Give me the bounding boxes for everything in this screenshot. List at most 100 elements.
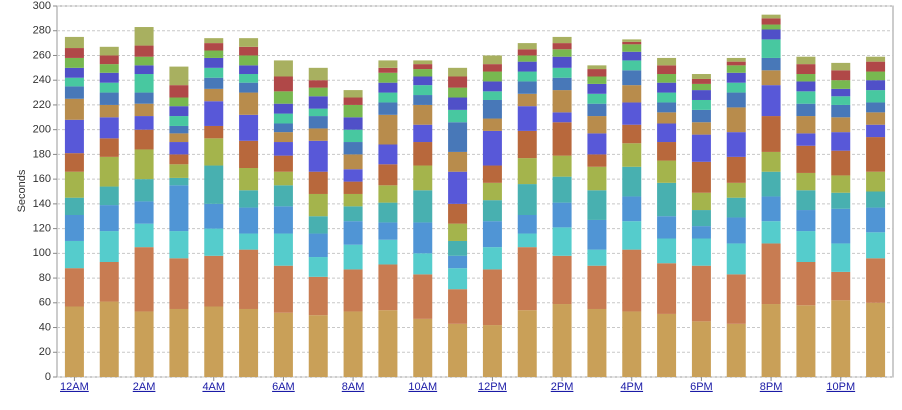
bar-segment: [169, 97, 189, 107]
bar-segment: [796, 190, 816, 211]
y-tick-label: 160: [33, 173, 51, 185]
bar-segment: [587, 249, 607, 266]
bar-segment: [726, 72, 746, 83]
x-tick-label[interactable]: 6PM: [690, 381, 713, 393]
bar-segment: [691, 192, 711, 211]
bar-segment: [622, 143, 642, 167]
bar-segment: [273, 76, 293, 92]
bar-segment: [796, 81, 816, 92]
bar-segment: [866, 71, 886, 81]
bar-segment: [273, 132, 293, 143]
bar-segment: [587, 133, 607, 155]
bar-segment: [552, 304, 572, 377]
plot-frame: [56, 5, 894, 378]
bar-segment: [726, 274, 746, 324]
x-tick-label[interactable]: 12PM: [478, 381, 507, 393]
bar-segment: [622, 41, 642, 45]
bar-segment: [134, 92, 154, 104]
bar-segment: [239, 74, 259, 83]
bar-segment: [657, 65, 677, 75]
bar-segment: [587, 65, 607, 70]
bar-segment: [552, 122, 572, 156]
bar-segment: [726, 197, 746, 218]
bar-segment: [622, 249, 642, 312]
bar-segment: [134, 201, 154, 224]
bar-segment: [726, 65, 746, 73]
bar-segment: [482, 221, 502, 248]
bar-segment: [273, 113, 293, 124]
bar-segment: [448, 97, 468, 110]
bar-segment: [866, 102, 886, 113]
bar-segment: [866, 112, 886, 125]
bar-segment: [448, 171, 468, 204]
bar-segment: [134, 103, 154, 117]
bar-segment: [796, 74, 816, 82]
bar-segment: [622, 85, 642, 103]
bar-segment: [308, 96, 328, 109]
x-tick-label[interactable]: 10PM: [826, 381, 855, 393]
bar-segment: [517, 71, 537, 82]
bar-segment: [169, 185, 189, 232]
bar-segment: [204, 203, 224, 229]
bar-segment: [204, 165, 224, 204]
bar-segment: [99, 205, 119, 232]
bar-segment: [64, 240, 84, 269]
x-tick-label[interactable]: 2AM: [133, 381, 156, 393]
bar-segment: [99, 138, 119, 157]
bar-segment: [482, 200, 502, 222]
bar-segment: [378, 114, 398, 145]
bar-segment: [64, 214, 84, 241]
bar-segment: [204, 255, 224, 307]
bar-segment: [99, 186, 119, 206]
bar-segment: [448, 151, 468, 172]
bar-segment: [796, 116, 816, 134]
bar-segment: [517, 81, 537, 94]
bar-segment: [308, 276, 328, 316]
bar-segment: [657, 142, 677, 161]
x-tick-label[interactable]: 12AM: [60, 381, 89, 393]
bar-segment: [134, 45, 154, 57]
bar-segment: [726, 61, 746, 66]
x-tick-label[interactable]: 6AM: [272, 381, 295, 393]
bar-segment: [239, 114, 259, 141]
bar-segment: [831, 104, 851, 118]
bar-segment: [517, 55, 537, 62]
x-tick-label[interactable]: 2PM: [551, 381, 574, 393]
bar-segment: [866, 124, 886, 138]
y-tick-label: 20: [39, 346, 51, 358]
bar-segment: [448, 268, 468, 290]
bar-segment: [796, 64, 816, 75]
bar-segment: [308, 171, 328, 194]
bar-segment: [831, 175, 851, 193]
bar-segment: [622, 44, 642, 52]
x-tick-label[interactable]: 8PM: [760, 381, 783, 393]
bar-segment: [796, 133, 816, 146]
bar-segment: [587, 93, 607, 104]
bar-segment: [273, 60, 293, 77]
bar-segment: [796, 91, 816, 104]
bar-segment: [691, 238, 711, 266]
bar-segment: [587, 83, 607, 94]
bar-segment: [726, 107, 746, 133]
x-tick-label[interactable]: 4PM: [620, 381, 643, 393]
bar-segment: [761, 304, 781, 377]
bar-segment: [273, 171, 293, 186]
bar-segment: [239, 55, 259, 66]
bar-segment: [517, 310, 537, 377]
bar-segment: [517, 49, 537, 56]
bar-segment: [691, 83, 711, 91]
x-tick-label[interactable]: 10AM: [408, 381, 437, 393]
bar-segment: [413, 85, 433, 96]
x-tick-label[interactable]: 4AM: [202, 381, 225, 393]
bar-segment: [587, 154, 607, 167]
y-tick-label: 200: [33, 124, 51, 136]
bar-segment: [691, 321, 711, 377]
bar-segment: [413, 124, 433, 143]
bar-segment: [134, 149, 154, 180]
bar-segment: [204, 43, 224, 51]
bar-segment: [343, 193, 363, 207]
x-tick-label[interactable]: 8AM: [342, 381, 365, 393]
bar-segment: [413, 274, 433, 319]
bar-segment: [448, 87, 468, 98]
